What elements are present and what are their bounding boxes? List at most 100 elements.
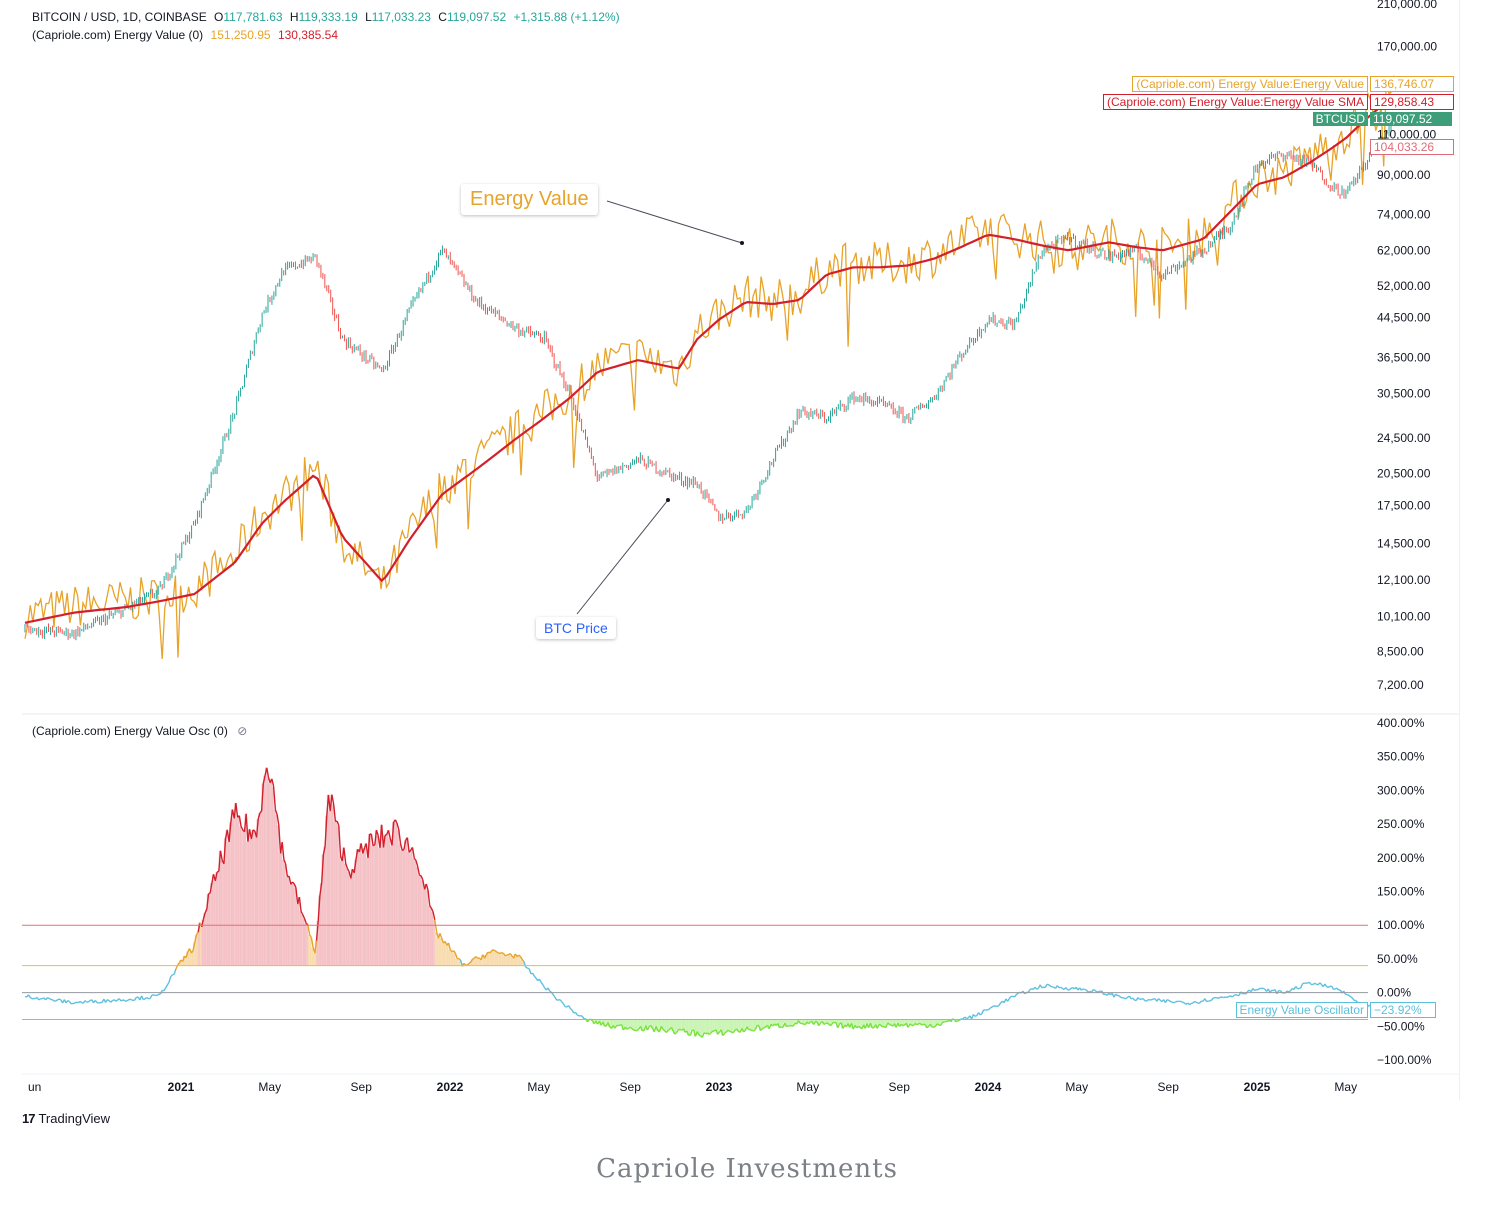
osc-segment bbox=[439, 933, 443, 939]
osc-axis-label: 300.00% bbox=[1377, 783, 1425, 797]
tradingview-logo[interactable]: 17 TradingView bbox=[22, 1111, 110, 1126]
osc-segment bbox=[754, 1024, 758, 1030]
osc-fill-bar bbox=[295, 904, 298, 966]
osc-segment bbox=[1300, 983, 1304, 989]
btc-price-callout[interactable]: BTC Price bbox=[536, 617, 616, 639]
time-axis-label: Sep bbox=[351, 1080, 373, 1094]
osc-fill-bar bbox=[309, 937, 312, 966]
osc-segment bbox=[305, 922, 309, 926]
eye-off-icon[interactable]: ⊘ bbox=[237, 724, 248, 738]
osc-segment bbox=[219, 850, 223, 861]
osc-segment bbox=[1242, 992, 1245, 995]
osc-fill-bar bbox=[496, 953, 499, 966]
osc-segment bbox=[696, 1031, 700, 1036]
osc-fill-bar bbox=[203, 913, 206, 966]
osc-segment bbox=[434, 919, 438, 932]
osc-segment bbox=[144, 997, 148, 1000]
osc-fill-bar bbox=[878, 1019, 881, 1025]
btc-candles[interactable] bbox=[24, 113, 1398, 641]
osc-segment bbox=[350, 868, 354, 879]
osc-segment bbox=[173, 968, 177, 975]
osc-segment bbox=[355, 849, 359, 860]
energy-value-callout[interactable]: Energy Value bbox=[461, 184, 598, 215]
osc-fill-bar bbox=[848, 1019, 850, 1028]
oscillator-series[interactable] bbox=[24, 767, 1398, 1038]
osc-segment bbox=[384, 833, 388, 837]
osc-fill-bar bbox=[297, 897, 300, 966]
osc-fill-bar bbox=[191, 950, 194, 966]
osc-fill-bar bbox=[625, 1019, 627, 1030]
osc-segment bbox=[451, 950, 455, 953]
osc-segment bbox=[902, 1024, 905, 1027]
osc-segment bbox=[567, 1005, 571, 1009]
osc-fill-bar bbox=[788, 1019, 790, 1026]
chart-canvas[interactable]: 210,000.00 170,000.00 110,000.00 90,000.00 7… bbox=[22, 0, 1459, 1100]
osc-segment bbox=[1211, 997, 1214, 1001]
osc-fill-bar bbox=[282, 859, 284, 966]
osc-fill-bar bbox=[611, 1019, 614, 1026]
osc-fill-bar bbox=[719, 1019, 722, 1030]
energy-sma-line[interactable] bbox=[24, 99, 1398, 624]
osc-segment bbox=[1185, 1002, 1189, 1005]
osc-axis-label: 400.00% bbox=[1377, 716, 1425, 730]
osc-fill-bar bbox=[342, 847, 344, 966]
osc-segment bbox=[703, 1032, 707, 1035]
osc-segment bbox=[552, 994, 556, 998]
osc-fill-bar bbox=[283, 863, 286, 966]
indicator-header[interactable]: (Capriole.com) Energy Value (0) 151,250.… bbox=[32, 28, 342, 42]
oscillator-name[interactable]: (Capriole.com) Energy Value Osc (0) bbox=[32, 724, 228, 738]
osc-fill-bar bbox=[716, 1019, 718, 1035]
osc-fill-bar bbox=[450, 951, 452, 966]
osc-segment bbox=[1316, 983, 1319, 986]
osc-segment bbox=[118, 998, 122, 1002]
osc-fill-bar bbox=[758, 1019, 761, 1031]
osc-segment bbox=[1244, 992, 1247, 995]
time-axis-label: 2024 bbox=[975, 1080, 1002, 1094]
osc-segment bbox=[429, 905, 432, 909]
osc-fill-bar bbox=[668, 1019, 670, 1030]
osc-fill-bar bbox=[227, 842, 230, 966]
osc-segment bbox=[701, 1032, 705, 1038]
osc-segment bbox=[69, 1001, 72, 1005]
chart-frame[interactable]: 210,000.00 170,000.00 110,000.00 90,000.00 7… bbox=[22, 0, 1460, 1100]
osc-segment bbox=[200, 919, 204, 928]
osc-segment bbox=[756, 1024, 760, 1027]
osc-fill-bar bbox=[777, 1019, 780, 1028]
osc-fill-bar bbox=[517, 955, 519, 966]
osc-segment bbox=[792, 1022, 796, 1027]
osc-segment bbox=[628, 1026, 631, 1029]
osc-segment bbox=[411, 847, 415, 859]
osc-segment bbox=[271, 778, 275, 787]
osc-fill-bar bbox=[697, 1019, 699, 1035]
osc-fill-bar bbox=[265, 767, 267, 966]
osc-segment bbox=[933, 1025, 936, 1028]
osc-fill-bar bbox=[901, 1019, 903, 1026]
osc-fill-bar bbox=[717, 1019, 720, 1033]
energy-value-line[interactable] bbox=[24, 74, 1398, 659]
osc-segment bbox=[1125, 996, 1129, 1000]
osc-fill-bar bbox=[894, 1019, 897, 1028]
osc-segment bbox=[676, 1029, 679, 1033]
osc-segment bbox=[1166, 999, 1170, 1001]
indicator-name[interactable]: (Capriole.com) Energy Value (0) bbox=[32, 28, 204, 42]
osc-segment bbox=[1170, 1000, 1173, 1003]
osc-fill-bar bbox=[508, 953, 511, 966]
osc-fill-bar bbox=[745, 1019, 747, 1027]
osc-fill-bar bbox=[270, 778, 272, 966]
osc-segment bbox=[508, 952, 511, 956]
osc-segment bbox=[504, 954, 508, 957]
symbol-title[interactable]: BITCOIN / USD, 1D, COINBASE bbox=[32, 10, 207, 24]
osc-segment bbox=[1324, 983, 1328, 987]
osc-segment bbox=[964, 1016, 967, 1019]
osc-fill-bar bbox=[769, 1019, 771, 1025]
osc-segment bbox=[981, 1009, 985, 1014]
osc-segment bbox=[830, 1022, 834, 1026]
osc-segment bbox=[1034, 986, 1038, 990]
osc-segment bbox=[413, 857, 417, 861]
symbol-header[interactable]: BITCOIN / USD, 1D, COINBASE O117,781.63 … bbox=[32, 10, 624, 24]
osc-segment bbox=[94, 999, 98, 1003]
osc-fill-bar bbox=[685, 1019, 687, 1032]
osc-fill-bar bbox=[433, 919, 435, 966]
oscillator-header[interactable]: (Capriole.com) Energy Value Osc (0) ⊘ bbox=[32, 724, 247, 738]
osc-fill-bar bbox=[945, 1019, 948, 1022]
